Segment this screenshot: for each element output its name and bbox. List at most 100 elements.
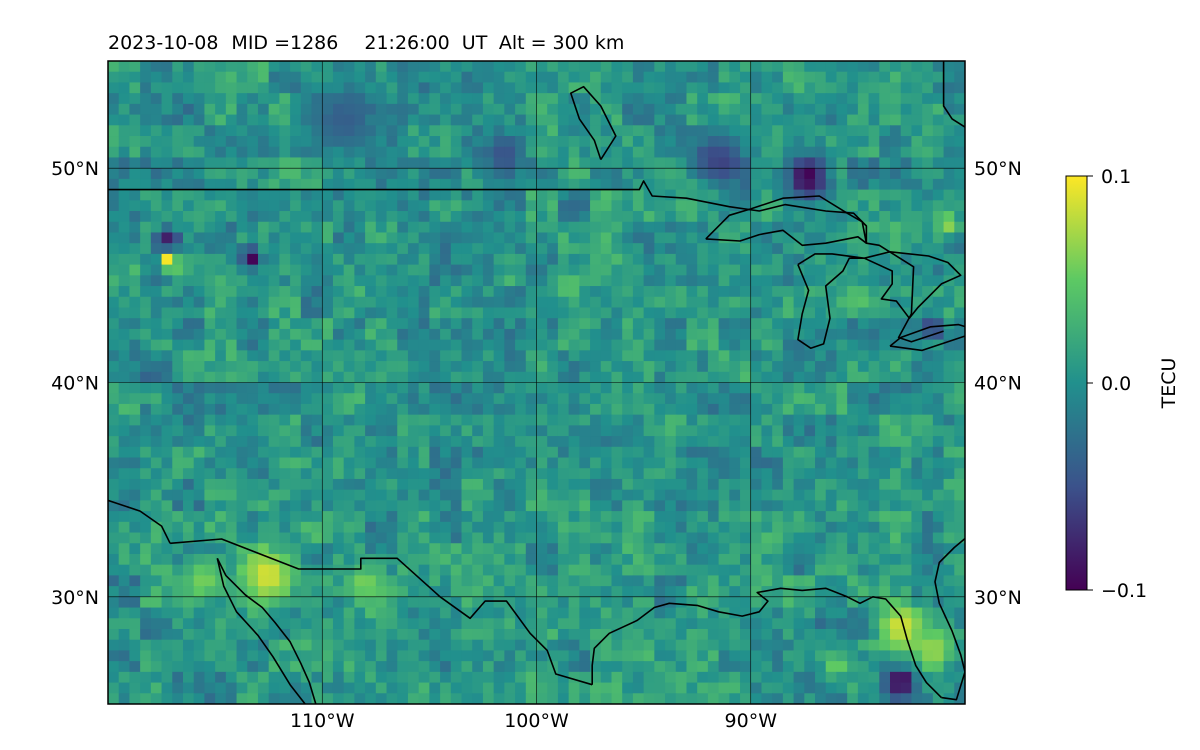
heatmap-cell (429, 93, 441, 105)
heatmap-cell (493, 682, 505, 694)
heatmap-cell (332, 596, 345, 609)
heatmap-cell (857, 543, 870, 555)
heatmap-cell (268, 414, 280, 426)
heatmap-cell (279, 286, 291, 298)
heatmap-cell (193, 61, 206, 73)
heatmap-cell (761, 628, 773, 641)
heatmap-cell (804, 200, 816, 212)
heatmap-cell (857, 168, 870, 180)
heatmap-cell (343, 136, 355, 148)
heatmap-cell (129, 350, 141, 362)
heatmap-cell (536, 82, 548, 94)
heatmap-cell (204, 275, 216, 287)
heatmap-cell (536, 339, 548, 351)
heatmap-cell (782, 393, 795, 405)
heatmap-cell (665, 253, 677, 266)
heatmap-cell (911, 286, 923, 298)
heatmap-cell (665, 178, 677, 191)
heatmap-cell (225, 125, 238, 137)
title-time: 21:26:00 UT (364, 32, 487, 54)
heatmap-cell (590, 543, 602, 555)
heatmap-cell (718, 403, 730, 416)
heatmap-cell (793, 93, 805, 105)
heatmap-cell (215, 93, 227, 105)
heatmap-cell (515, 125, 527, 137)
heatmap-cell (675, 564, 688, 576)
heatmap-cell (643, 189, 655, 201)
heatmap-cell (375, 425, 388, 437)
heatmap-cell (600, 125, 613, 137)
heatmap-cell (525, 575, 538, 587)
heatmap-cell (311, 478, 323, 491)
heatmap-cell (472, 628, 484, 641)
heatmap-cell (579, 607, 591, 619)
heatmap-cell (557, 221, 570, 234)
heatmap-cell (515, 478, 527, 491)
heatmap-cell (815, 393, 827, 405)
heatmap-cell (911, 103, 923, 116)
heatmap-cell (472, 543, 484, 555)
heatmap-cell (590, 553, 602, 566)
heatmap-cell (761, 221, 773, 234)
heatmap-cell (300, 553, 313, 566)
heatmap-cell (536, 93, 548, 105)
heatmap-cell (215, 500, 227, 512)
heatmap-cell (665, 661, 677, 673)
heatmap-cell (622, 146, 634, 159)
heatmap-cell (300, 532, 313, 544)
heatmap-cell (590, 596, 602, 609)
heatmap-cell (482, 93, 495, 105)
heatmap-cell (332, 618, 345, 630)
heatmap-cell (579, 682, 591, 694)
heatmap-cell (365, 125, 377, 137)
heatmap-cell (482, 564, 495, 576)
heatmap-cell (493, 543, 505, 555)
heatmap-cell (182, 403, 195, 416)
heatmap-cell (568, 639, 580, 652)
heatmap-cell (890, 446, 902, 459)
heatmap-cell (418, 618, 430, 630)
heatmap-cell (236, 93, 248, 105)
heatmap-cell (707, 168, 720, 180)
heatmap-cell (782, 661, 795, 673)
heatmap-cell (257, 682, 270, 694)
heatmap-cell (932, 286, 945, 298)
heatmap-cell (761, 543, 773, 555)
heatmap-cell (900, 211, 913, 223)
heatmap-cell (354, 146, 366, 159)
heatmap-cell (815, 693, 827, 704)
heatmap-cell (782, 350, 795, 362)
heatmap-cell (729, 178, 741, 191)
heatmap-cell (482, 200, 495, 212)
heatmap-cell (118, 253, 131, 266)
heatmap-cell (247, 136, 259, 148)
heatmap-cell (386, 93, 398, 105)
heatmap-cell (632, 243, 645, 255)
heatmap-cell (836, 607, 848, 619)
heatmap-cell (108, 596, 120, 609)
heatmap-cell (943, 650, 955, 662)
heatmap-cell (322, 211, 334, 223)
heatmap-cell (729, 232, 741, 244)
heatmap-cell (707, 575, 720, 587)
heatmap-cell (204, 82, 216, 94)
heatmap-cell (290, 393, 302, 405)
heatmap-cell (343, 457, 355, 469)
heatmap-cell (643, 307, 655, 319)
heatmap-cell (847, 200, 859, 212)
heatmap-cell (182, 468, 195, 480)
heatmap-cell (675, 393, 688, 405)
heatmap-cell (847, 457, 859, 469)
heatmap-cell (557, 575, 570, 587)
heatmap-cell (600, 339, 613, 351)
heatmap-cell (140, 136, 152, 148)
heatmap-cell (622, 82, 634, 94)
heatmap-cell (140, 468, 152, 480)
heatmap-cell (750, 693, 763, 704)
heatmap-cell (118, 596, 131, 609)
heatmap-cell (386, 243, 398, 255)
heatmap-cell (290, 564, 302, 576)
heatmap-cell (118, 543, 131, 555)
heatmap-cell (440, 511, 452, 523)
heatmap-cell (782, 221, 795, 234)
